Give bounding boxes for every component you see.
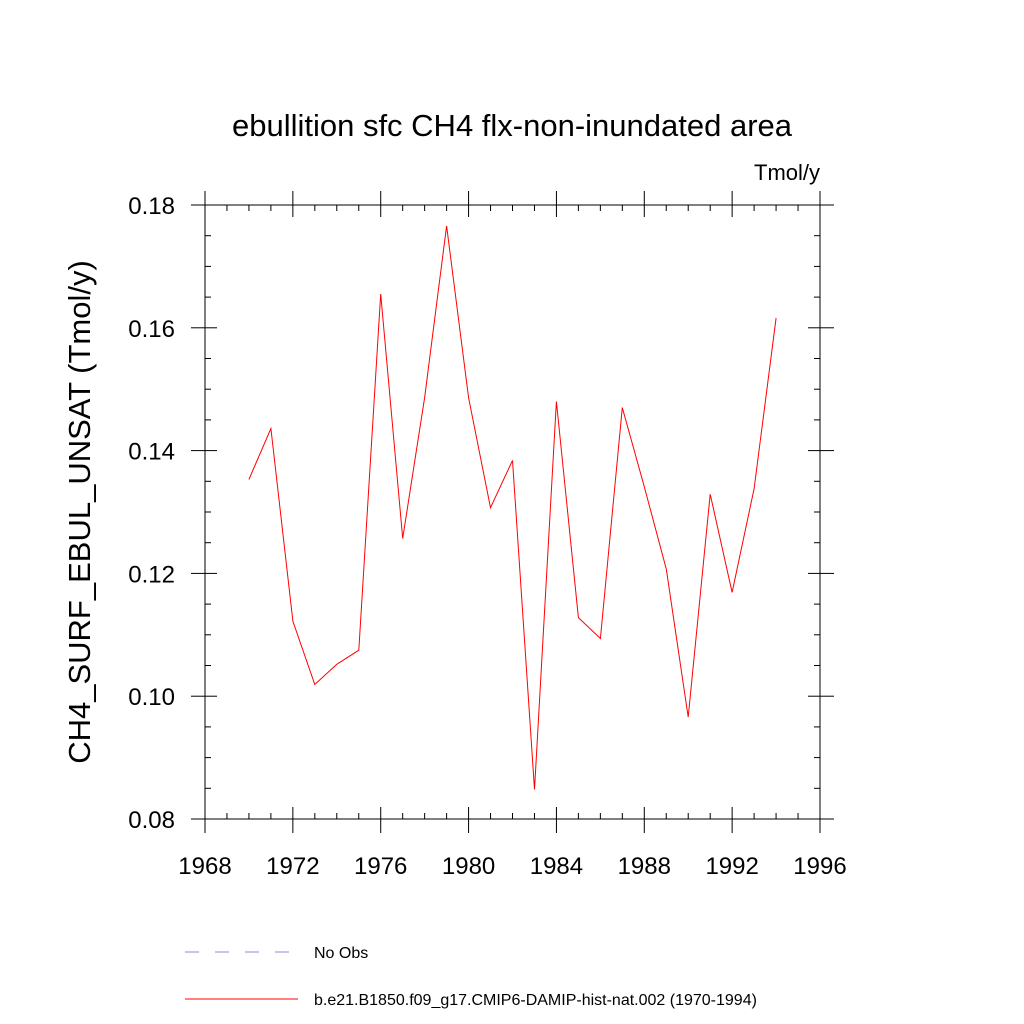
y-tick-label: 0.18 [128,193,175,220]
units-label: Tmol/y [754,160,820,185]
axis-ticks [191,191,834,833]
y-tick-labels: 0.08 0.10 0.12 0.14 0.16 0.18 [128,193,175,834]
x-tick-label: 1992 [705,853,758,880]
plot-frame [204,204,821,820]
legend: No Obs b.e21.B1850.f09_g17.CMIP6-DAMIP-hi… [185,945,757,1009]
chart-title: ebullition sfc CH4 flx-non-inundated are… [232,108,793,143]
legend-label: No Obs [314,945,368,962]
x-tick-label: 1976 [354,853,407,880]
y-tick-label: 0.16 [128,316,175,343]
y-tick-label: 0.14 [128,439,175,466]
x-tick-label: 1988 [618,853,671,880]
y-axis-label: CH4_SURF_EBUL_UNSAT (Tmol/y) [62,260,97,764]
y-tick-label: 0.08 [128,807,175,834]
x-tick-label: 1984 [530,853,583,880]
y-tick-label: 0.12 [128,561,175,588]
x-tick-label: 1972 [266,853,319,880]
legend-label: b.e21.B1850.f09_g17.CMIP6-DAMIP-hist-nat… [314,992,757,1009]
series-lines [248,225,777,790]
x-tick-labels: 1968 1972 1976 1980 1984 1988 1992 1996 [178,853,846,880]
x-tick-label: 1968 [178,853,231,880]
x-tick-label: 1996 [793,853,846,880]
x-tick-label: 1980 [442,853,495,880]
y-tick-label: 0.10 [128,684,175,711]
series-line [248,225,777,790]
